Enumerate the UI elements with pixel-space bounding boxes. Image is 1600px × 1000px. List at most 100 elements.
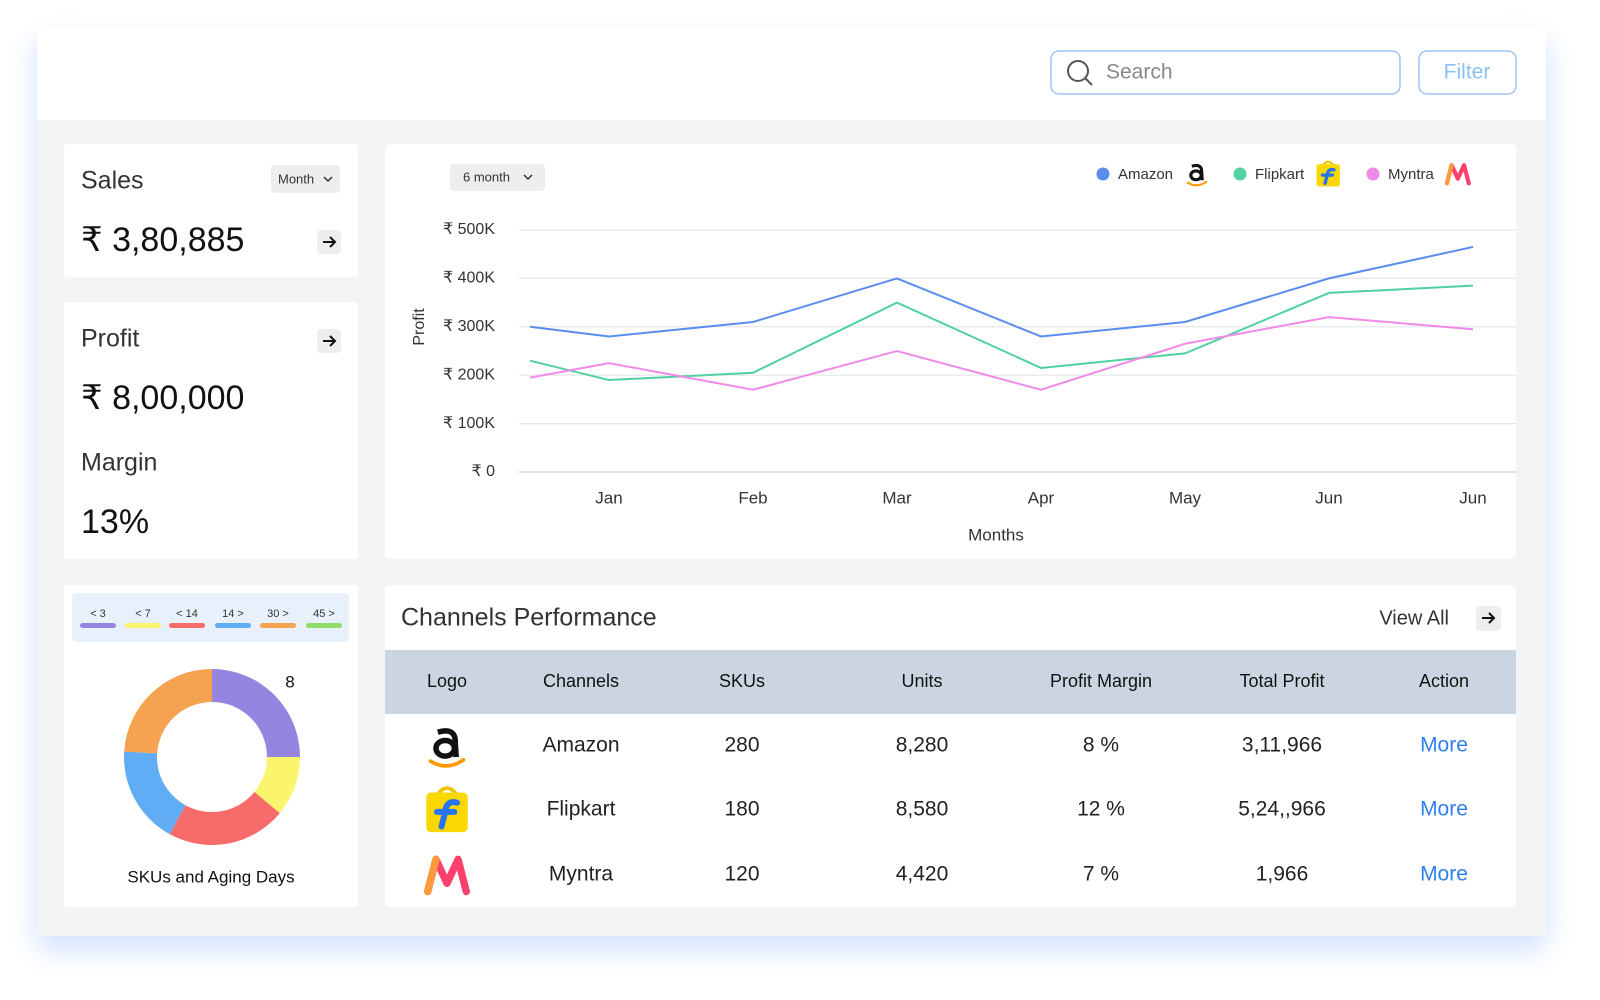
search-placeholder: Search (1106, 61, 1173, 84)
table-cell: 12 % (1077, 798, 1125, 821)
donut-legend-swatch (125, 623, 161, 628)
chevron (323, 176, 333, 183)
amazon-logo-smile (1186, 180, 1208, 187)
column-header: Logo (427, 671, 467, 691)
amazon-logo-stem (1191, 163, 1204, 181)
filter-button[interactable]: Filter (1418, 50, 1517, 95)
y-tick-label: ₹ 500K (443, 221, 495, 238)
table-cell: 120 (724, 863, 759, 886)
period-dropdown[interactable]: Month (271, 165, 340, 193)
column-header: Profit Margin (1050, 671, 1152, 691)
dropdown-label: Month (278, 171, 314, 186)
profit-card: Profit ₹ 8,00,000 Margin 13% (64, 302, 358, 559)
amazon-logo-smile (428, 757, 466, 768)
donut-legend-label: < 7 (135, 608, 151, 620)
column-header: Total Profit (1239, 671, 1324, 691)
donut-legend-swatch (80, 623, 116, 628)
donut-legend-label: 14 > (222, 608, 244, 620)
more-link[interactable]: More (1420, 734, 1468, 757)
donut-legend-label: 30 > (267, 608, 289, 620)
x-tick-label: Jun (1315, 488, 1342, 507)
legend-label: Myntra (1388, 166, 1435, 183)
donut-legend-label: 45 > (313, 608, 335, 620)
card (64, 585, 358, 907)
legend-dot (1096, 167, 1110, 181)
donut-legend-swatch (215, 623, 251, 628)
table-cell: 4,420 (896, 863, 949, 886)
sales-card: Sales Month ₹ 3,80,885 (64, 144, 358, 277)
donut-legend-label: < 14 (176, 608, 198, 620)
card (64, 302, 358, 559)
arrow-icon (1482, 612, 1496, 624)
x-tick-label: Mar (882, 488, 912, 507)
myntra-logo-accent (1444, 163, 1454, 186)
search-field[interactable] (1050, 50, 1401, 95)
legend-dot (1366, 167, 1380, 181)
myntra-logo-accent (424, 855, 440, 896)
donut-title: SKUs and Aging Days (127, 867, 294, 886)
legend-label: Flipkart (1255, 166, 1305, 183)
table-cell: 8,280 (896, 734, 949, 757)
flipkart-logo-f (433, 799, 461, 830)
sales-arrow[interactable] (317, 230, 341, 254)
x-tick-label: Feb (738, 488, 767, 507)
x-tick-label: Jun (1459, 488, 1486, 507)
profit-title: Profit (81, 325, 139, 353)
arrow-icon (323, 335, 337, 347)
donut-segment (123, 751, 186, 835)
donut-segment (254, 757, 300, 814)
chevron (523, 174, 533, 181)
table-cell: 1,966 (1256, 863, 1309, 886)
view-all[interactable]: View All (1379, 607, 1449, 629)
donut-card: 8 SKUs and Aging Days < 3 < 7 < 14 14 > 30 >… (64, 585, 358, 907)
donut-legend-swatch (306, 623, 342, 628)
profit-arrow[interactable] (317, 329, 341, 353)
table-cell: Myntra (549, 863, 614, 886)
flipkart-logo-f (1320, 167, 1336, 186)
table-card: Channels Performance View All Logo Channe… (385, 585, 1516, 907)
x-tick-label: May (1169, 488, 1202, 507)
donut-segment (212, 669, 300, 757)
profit-value: ₹ 8,00,000 (81, 379, 244, 417)
column-header: SKUs (719, 671, 765, 691)
search-icon-handle (1084, 77, 1093, 86)
filter-button-frame[interactable] (1418, 50, 1517, 95)
table-cell: 3,11,966 (1242, 734, 1322, 757)
filter-label: Filter (1444, 61, 1491, 84)
margin-title: Margin (81, 449, 157, 477)
donut-segment (169, 792, 280, 845)
dropdown-label: 6 month (463, 169, 510, 184)
column-header: Action (1419, 671, 1469, 691)
flipkart-logo-handle (436, 786, 458, 796)
view-all-arrow[interactable] (1476, 606, 1501, 631)
flipkart-logo-handle (1322, 160, 1335, 166)
donut-annotation: 8 (285, 672, 294, 691)
search-box[interactable]: Search (1050, 50, 1401, 95)
y-tick-label: ₹ 0 (471, 463, 495, 480)
table-cell: 7 % (1083, 863, 1119, 886)
dropdown-frame[interactable] (450, 164, 545, 191)
more-link[interactable]: More (1420, 863, 1468, 886)
donut-segment (124, 669, 212, 754)
table-cell: 280 (724, 734, 759, 757)
dropdown-frame[interactable] (271, 165, 340, 193)
x-tick-label: Jan (595, 488, 622, 507)
legend-dot (1233, 167, 1247, 181)
amazon-logo-stem (437, 728, 459, 758)
donut-legend-label: < 3 (90, 608, 106, 620)
column-header: Units (901, 671, 942, 691)
line-chart-card: 6 month Months Profit ₹ 0 ₹ 100K ₹ 200K ₹ 3… (385, 144, 1516, 559)
card (385, 144, 1516, 559)
chart-period-dropdown[interactable]: 6 month (450, 164, 545, 191)
y-tick-label: ₹ 200K (443, 366, 495, 383)
more-link[interactable]: More (1420, 798, 1468, 821)
donut-legend-swatch (260, 623, 296, 628)
search-icon (1067, 60, 1089, 82)
donut-legend-swatch (169, 623, 205, 628)
sales-value: ₹ 3,80,885 (81, 221, 244, 259)
table-cell: Flipkart (547, 798, 616, 821)
column-header: Channels (543, 671, 619, 691)
table-cell: 8 % (1083, 734, 1119, 757)
donut-legend-strip (72, 593, 349, 642)
y-axis-label: Profit (411, 308, 428, 346)
